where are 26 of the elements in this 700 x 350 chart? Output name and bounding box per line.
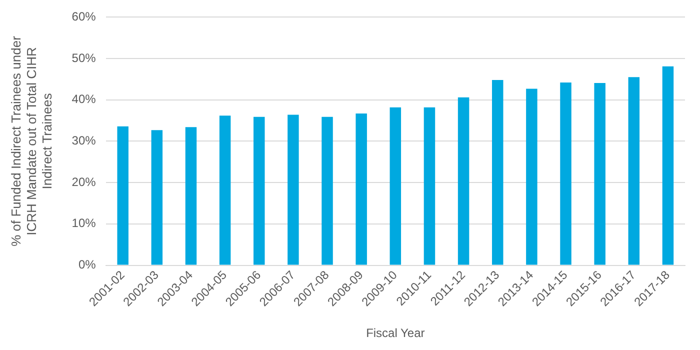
bar — [424, 107, 436, 265]
x-axis-title: Fiscal Year — [366, 326, 425, 340]
bar — [254, 116, 265, 265]
bar — [628, 77, 640, 265]
bar — [117, 126, 128, 265]
bar — [594, 82, 606, 265]
y-tick-label: 50% — [72, 50, 96, 65]
bar — [390, 107, 402, 265]
bar — [151, 130, 163, 265]
y-axis-title: % of Funded Indirect Trainees under ICRH Mandate out of Total CIHR Indirect Trainees — [8, 35, 55, 246]
bar — [356, 114, 367, 265]
bar — [662, 66, 674, 265]
bar — [458, 97, 470, 265]
bar — [560, 82, 572, 265]
bar — [185, 127, 197, 265]
y-tick-label: 10% — [72, 216, 96, 230]
bar — [322, 116, 333, 265]
bar — [492, 80, 504, 265]
bar — [526, 88, 538, 265]
y-tick-label: 20% — [72, 174, 96, 189]
bar — [288, 114, 299, 265]
y-tick-label: 60% — [72, 10, 96, 24]
y-tick-label: 30% — [72, 134, 96, 148]
y-tick-label: 40% — [72, 92, 96, 106]
y-tick-label: 0% — [78, 258, 96, 272]
bar — [219, 116, 231, 265]
